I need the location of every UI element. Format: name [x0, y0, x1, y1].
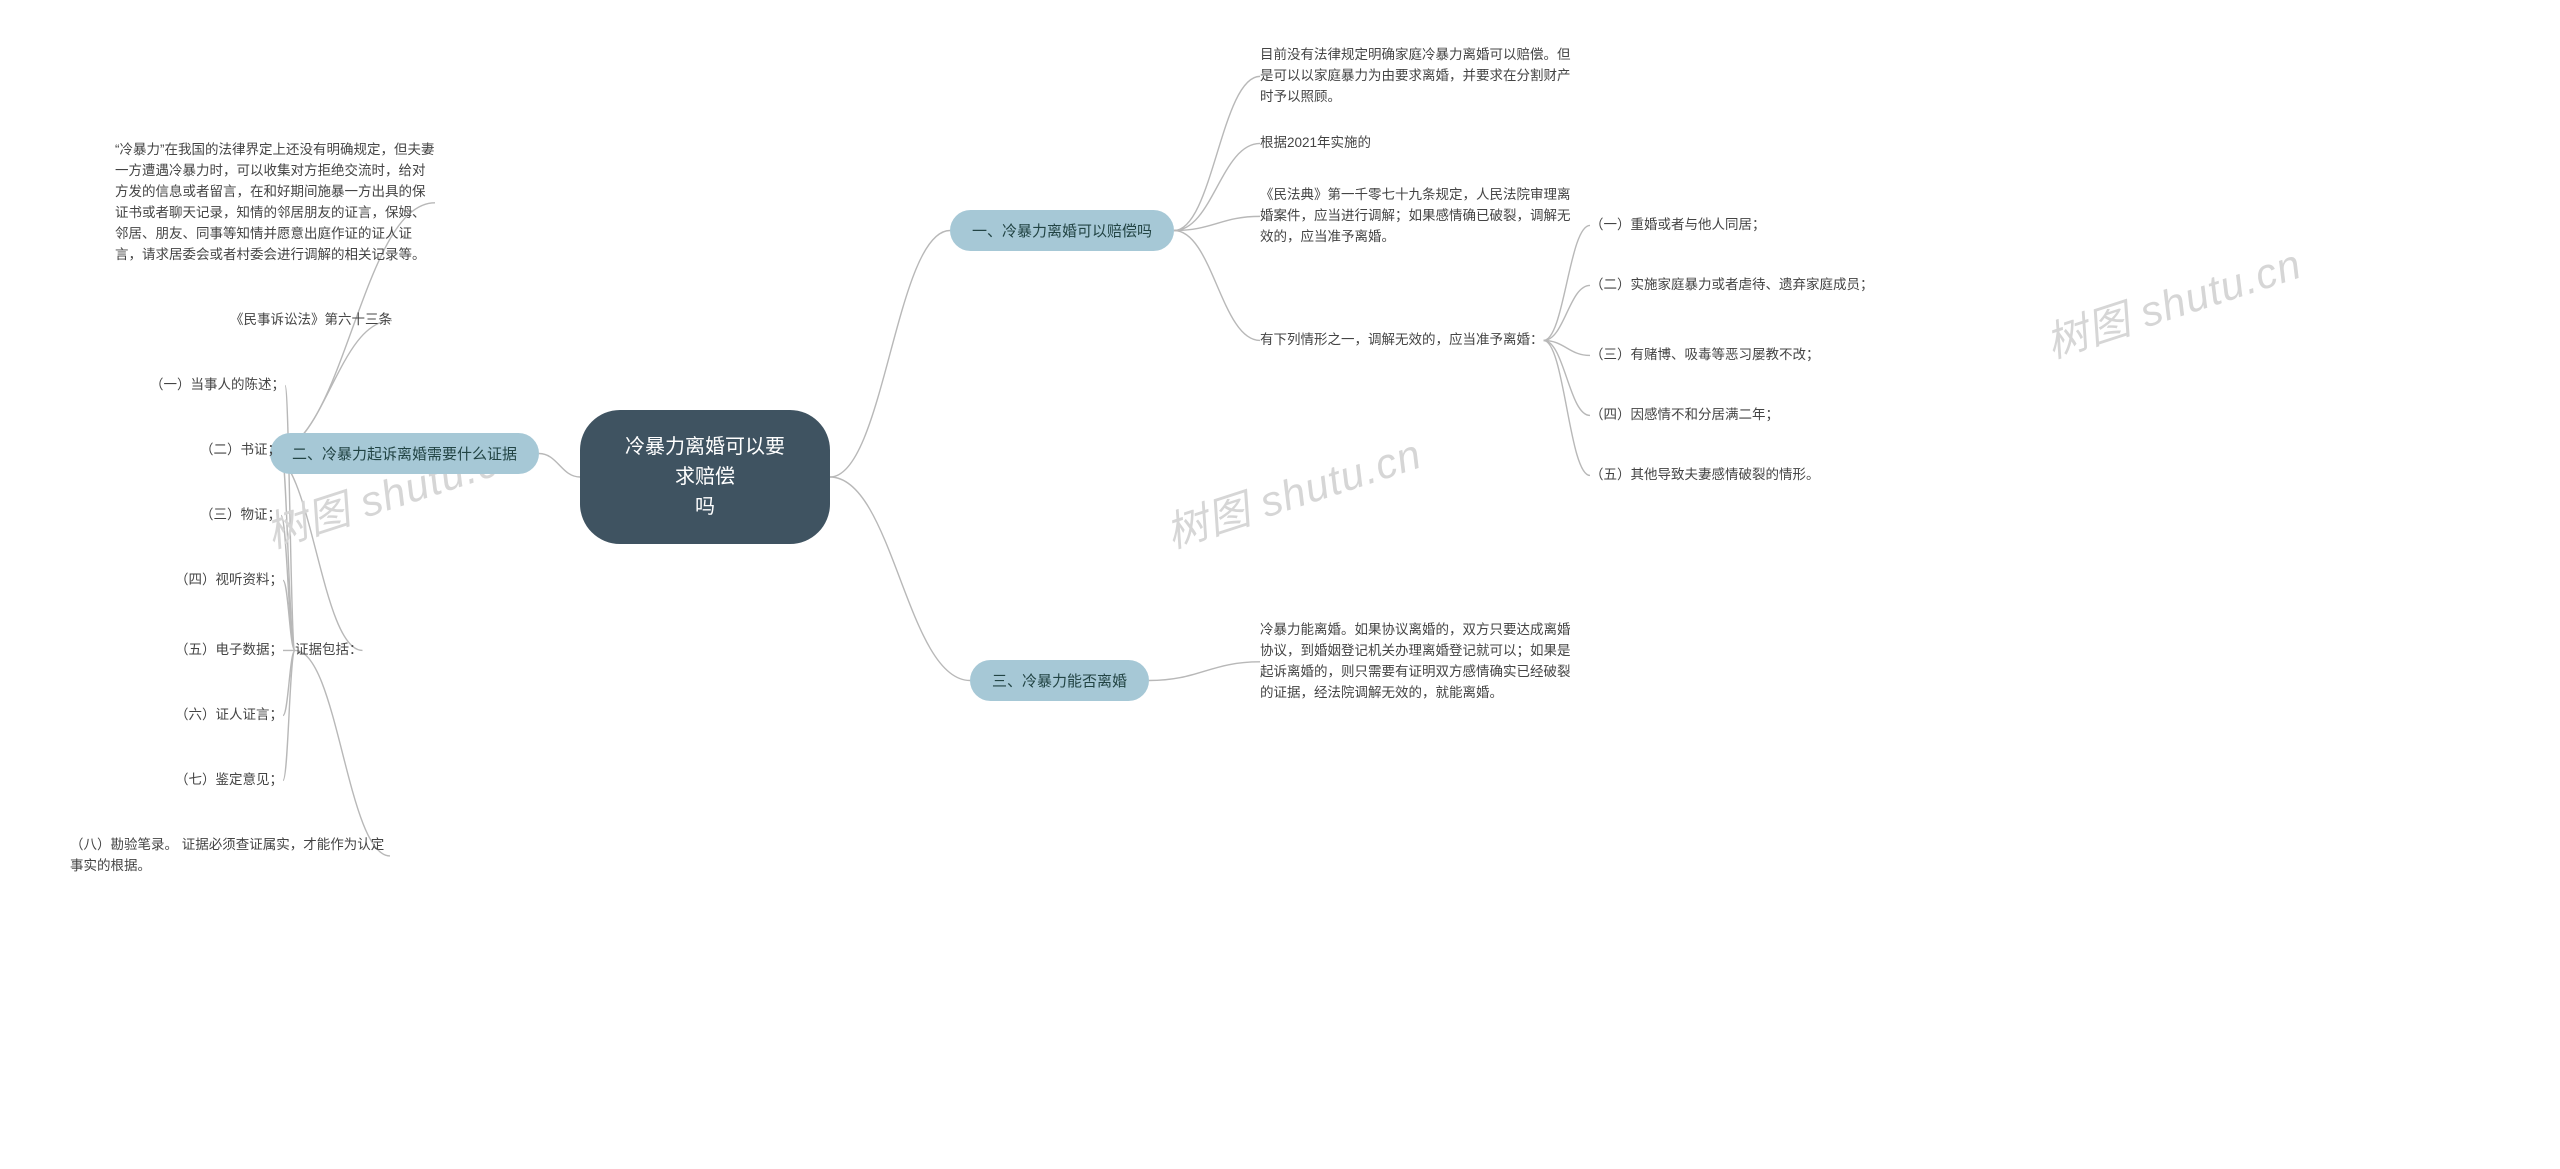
leaf-b1-3: 《民法典》第一千零七十九条规定，人民法院审理离婚案件，应当进行调解；如果感情确已…: [1260, 185, 1580, 248]
leaf-b2-3-4: （四）视听资料；: [175, 570, 283, 591]
leaf-b1-4-1: （一）重婚或者与他人同居；: [1590, 215, 1766, 236]
root-label-line1: 冷暴力离婚可以要求赔偿: [625, 436, 785, 488]
watermark: 树图 shutu.cn: [2037, 230, 2308, 370]
leaf-b1-4-5: （五）其他导致夫妻感情破裂的情形。: [1590, 465, 1820, 486]
leaf-b2-3: 证据包括：: [295, 640, 363, 661]
leaf-b2-1: “冷暴力”在我国的法律界定上还没有明确规定，但夫妻一方遭遇冷暴力时，可以收集对方…: [115, 140, 435, 266]
branch-2[interactable]: 二、冷暴力起诉离婚需要什么证据: [270, 433, 539, 474]
mindmap-canvas: 树图 shutu.cn 树图 shutu.cn 树图 shutu.cn 冷暴力离…: [0, 0, 2560, 1169]
leaf-b2-3-3: （三）物证；: [200, 505, 281, 526]
leaf-b1-2: 根据2021年实施的: [1260, 133, 1371, 154]
leaf-b2-3-8: （八）勘验笔录。 证据必须查证属实，才能作为认定事实的根据。: [70, 835, 390, 877]
leaf-b2-3-2: （二）书证；: [200, 440, 281, 461]
leaf-b2-3-1: （一）当事人的陈述；: [150, 375, 285, 396]
leaf-b2-3-6: （六）证人证言；: [175, 705, 283, 726]
leaf-b3-1: 冷暴力能离婚。如果协议离婚的，双方只要达成离婚协议，到婚姻登记机关办理离婚登记就…: [1260, 620, 1580, 704]
leaf-b1-4-4: （四）因感情不和分居满二年；: [1590, 405, 1779, 426]
branch-1[interactable]: 一、冷暴力离婚可以赔偿吗: [950, 210, 1174, 251]
watermark: 树图 shutu.cn: [1157, 420, 1428, 560]
leaf-b1-1: 目前没有法律规定明确家庭冷暴力离婚可以赔偿。但是可以以家庭暴力为由要求离婚，并要…: [1260, 45, 1580, 108]
leaf-b2-3-7: （七）鉴定意见；: [175, 770, 283, 791]
root-node[interactable]: 冷暴力离婚可以要求赔偿 吗: [580, 410, 830, 544]
root-label-line2: 吗: [695, 496, 715, 518]
branch-3[interactable]: 三、冷暴力能否离婚: [970, 660, 1149, 701]
leaf-b1-4-3: （三）有赌博、吸毒等恶习屡教不改；: [1590, 345, 1820, 366]
leaf-b1-4: 有下列情形之一，调解无效的，应当准予离婚：: [1260, 330, 1544, 351]
leaf-b2-3-5: （五）电子数据；: [175, 640, 283, 661]
leaf-b2-2: 《民事诉讼法》第六十三条: [230, 310, 392, 331]
leaf-b1-4-2: （二）实施家庭暴力或者虐待、遗弃家庭成员；: [1590, 275, 1874, 296]
